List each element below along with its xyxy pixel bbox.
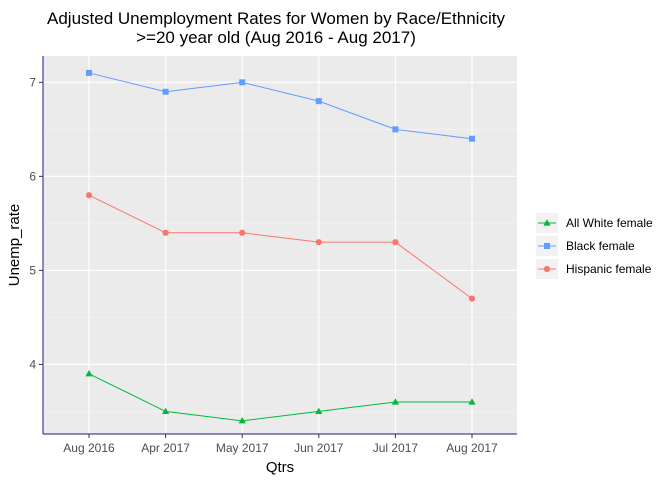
plot-panel [43, 56, 517, 434]
legend-label: All White female [566, 216, 653, 230]
data-point [315, 239, 322, 246]
series-line [88, 72, 473, 140]
x-tick-label: May 2017 [216, 441, 269, 455]
data-point [85, 192, 93, 199]
legend-key-marker [543, 265, 551, 273]
series-black-female [86, 69, 475, 142]
data-point [392, 126, 399, 133]
series-line [88, 194, 473, 299]
x-tick-label: Jul 2017 [373, 441, 419, 455]
x-tick-label: Apr 2017 [141, 441, 190, 455]
series-line [88, 373, 472, 422]
x-axis-ticks: Aug 2016 Apr 2017 May 2017 Jun 2017 Jul 2017… [63, 434, 498, 455]
series-all-white-female [85, 370, 476, 424]
data-point [468, 398, 476, 405]
data-point [239, 79, 246, 86]
y-tick-label: 6 [29, 169, 36, 183]
legend-item: Hispanic female [536, 259, 652, 279]
data-point [86, 69, 92, 76]
chart-subtitle: >=20 year old (Aug 2016 - Aug 2017) [136, 28, 416, 47]
y-axis-ticks: 4 5 6 7 [29, 75, 43, 371]
series-layer [85, 69, 476, 424]
x-tick-label: Jun 2017 [294, 441, 344, 455]
data-point [162, 407, 170, 415]
data-point [85, 370, 93, 377]
legend-item: All White female [536, 213, 653, 233]
legend-item: Black female [536, 236, 635, 256]
chart-title: Adjusted Unemployment Rates for Women by… [47, 9, 505, 28]
data-point [391, 398, 399, 405]
data-point [238, 417, 246, 424]
y-axis-label: Unemp_rate [6, 204, 23, 287]
x-axis-label: Qtrs [266, 459, 294, 476]
data-point [469, 135, 475, 142]
legend-key-marker [543, 219, 551, 226]
x-tick-label: Aug 2017 [446, 441, 498, 455]
legend: All White female Black female Hispanic fem… [535, 210, 659, 283]
x-tick-label: Aug 2016 [63, 441, 115, 455]
y-tick-label: 7 [29, 75, 36, 89]
legend-label: Black female [566, 239, 635, 253]
series-hispanic-female [85, 192, 476, 302]
data-point [162, 88, 169, 95]
data-point [315, 98, 322, 105]
data-point [162, 229, 169, 236]
axis-frame [42, 56, 517, 435]
y-tick-label: 5 [29, 263, 36, 277]
data-point [239, 229, 246, 236]
legend-label: Hispanic female [566, 262, 652, 276]
y-tick-label: 4 [29, 357, 36, 371]
data-point [392, 239, 399, 246]
legend-key-marker [544, 243, 550, 249]
data-point [315, 407, 323, 415]
data-point [468, 295, 476, 302]
